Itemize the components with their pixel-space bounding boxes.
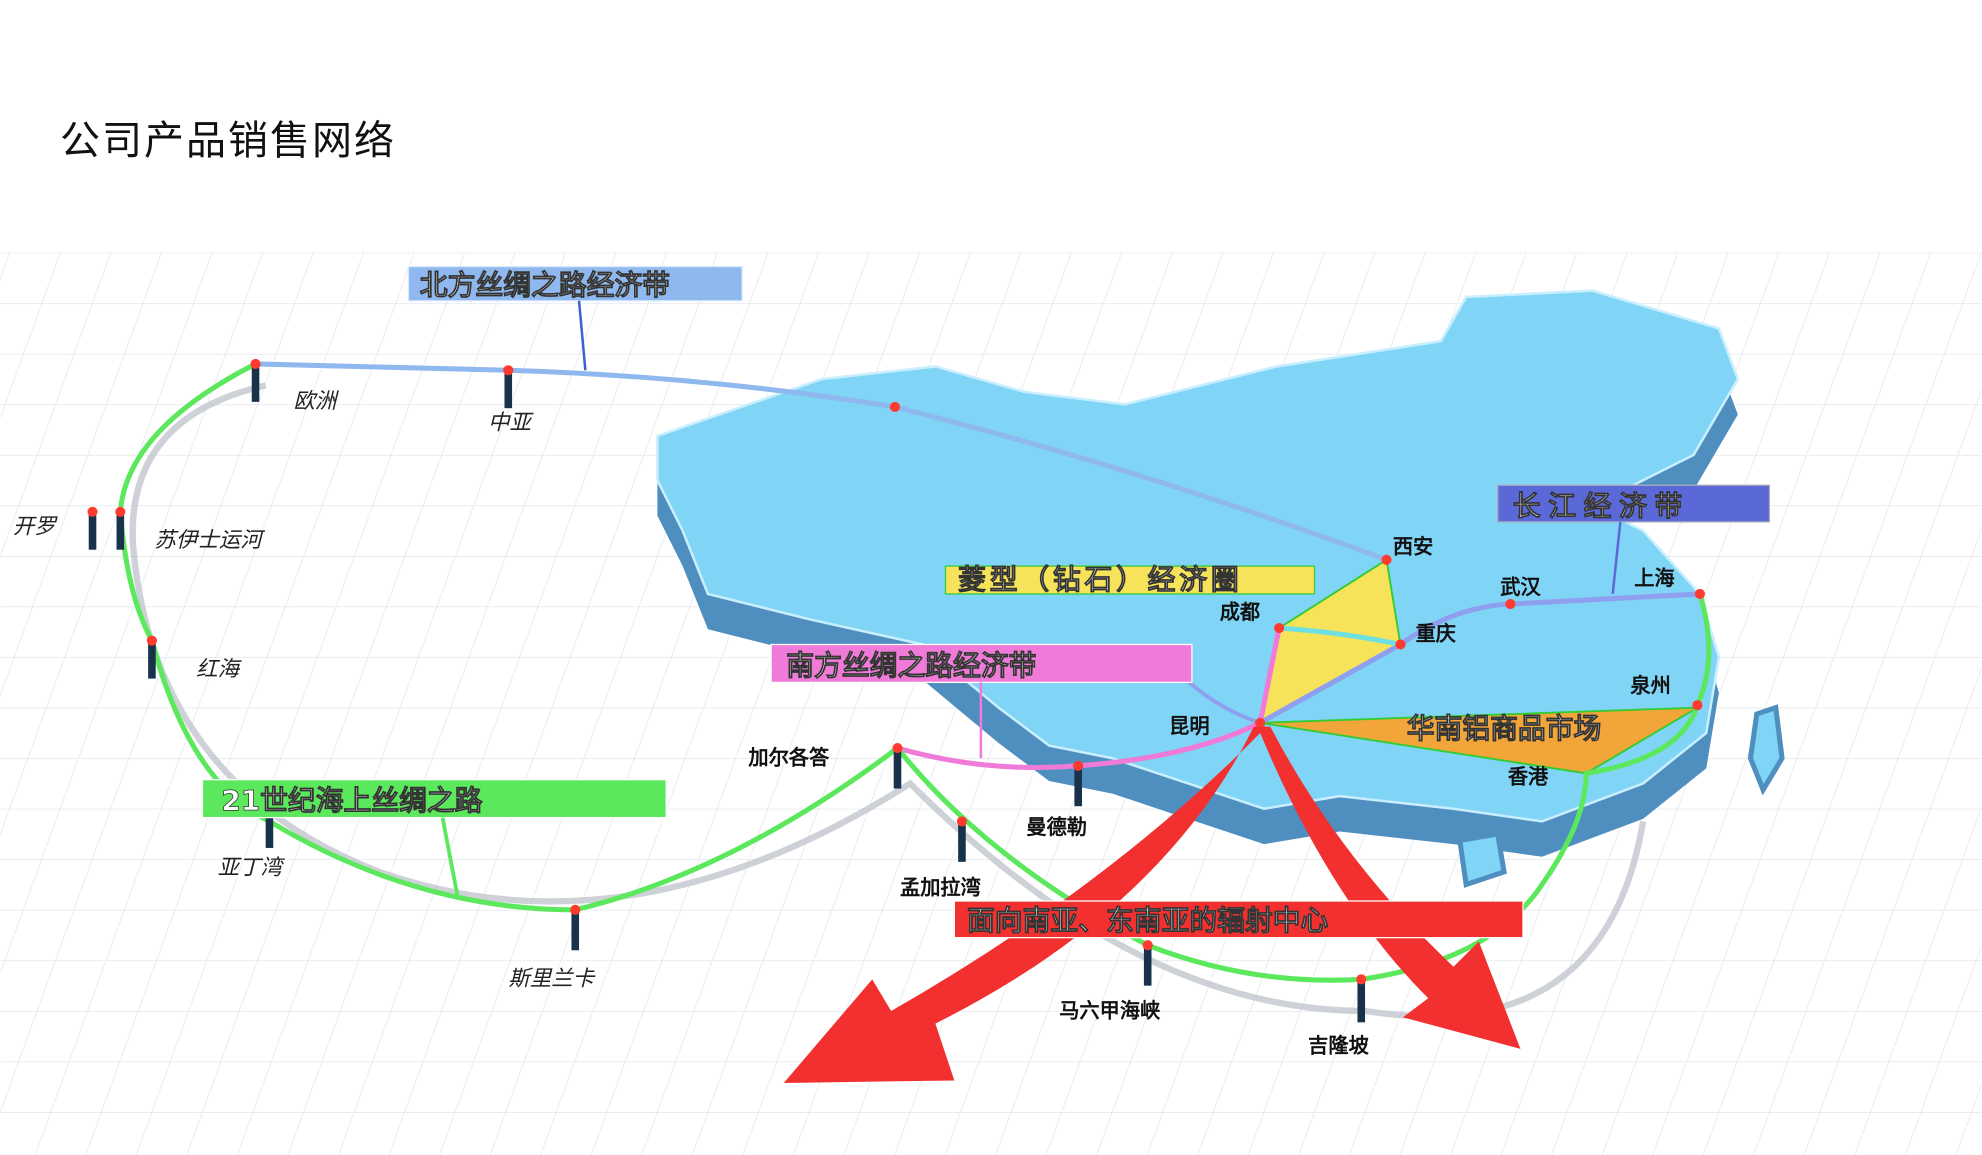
label-malacca: 马六甲海峡 xyxy=(1059,998,1161,1022)
svg-text:长江经济带: 长江经济带 xyxy=(1513,490,1690,523)
hub-arrow-southeast xyxy=(1257,726,1521,1049)
label-quanzhou: 泉州 xyxy=(1629,673,1670,697)
band-aluminum: 华南铝商品市场 xyxy=(1407,712,1602,745)
label-sri-lanka: 斯里兰卡 xyxy=(508,967,595,992)
pin-malacca xyxy=(1142,940,1153,986)
svg-text:面向南亚、东南亚的辐射中心: 面向南亚、东南亚的辐射中心 xyxy=(967,904,1329,937)
pin-sri-lanka xyxy=(570,904,581,951)
pin-aden xyxy=(265,815,274,848)
pin-kuala-lumpur xyxy=(1356,974,1367,1023)
label-kolkata: 加尔各答 xyxy=(747,746,830,770)
label-kunming: 昆明 xyxy=(1169,714,1209,738)
south-china-aluminum-market xyxy=(1260,706,1698,775)
pin-suez xyxy=(115,506,126,550)
pin-bengal xyxy=(956,816,967,862)
band-yangtze: 长江经济带 xyxy=(1497,484,1771,595)
pin-central-asia xyxy=(503,365,514,409)
label-mandalay: 曼德勒 xyxy=(1026,815,1087,839)
kunming-chengdu-link xyxy=(1278,625,1401,647)
pin-europe xyxy=(250,358,261,402)
label-suez: 苏伊士运河 xyxy=(154,528,265,553)
label-xian: 西安 xyxy=(1393,534,1433,558)
svg-text:21世纪海上丝绸之路: 21世纪海上丝绸之路 xyxy=(221,784,482,817)
pin-red-sea xyxy=(146,635,157,679)
band-hub: 面向南亚、东南亚的辐射中心 xyxy=(953,900,1524,939)
label-kuala-lumpur: 吉隆坡 xyxy=(1308,1034,1369,1058)
band-diamond: 菱型（钻石）经济圈 xyxy=(944,562,1316,596)
band-maritime: 21世纪海上丝绸之路 xyxy=(201,779,667,898)
label-central-asia: 中亚 xyxy=(488,411,534,436)
label-chengdu: 成都 xyxy=(1220,600,1260,624)
pin-kolkata xyxy=(892,743,903,789)
hub-arrow-southwest xyxy=(783,726,1267,1083)
band-south: 南方丝绸之路经济带 xyxy=(770,643,1193,759)
location-pins xyxy=(87,358,1705,1023)
page-title: 公司产品销售网络 xyxy=(60,118,396,164)
label-bengal: 孟加拉湾 xyxy=(900,876,981,900)
label-red-sea: 红海 xyxy=(196,657,242,682)
hainan xyxy=(1456,831,1507,888)
band-north: 北方丝绸之路经济带 xyxy=(407,266,743,371)
taiwan xyxy=(1747,704,1785,796)
label-chongqing: 重庆 xyxy=(1416,622,1457,646)
label-aden: 亚丁湾 xyxy=(218,855,286,880)
pin-mandalay xyxy=(1073,760,1084,807)
pin-cairo xyxy=(87,506,98,550)
svg-text:北方丝绸之路经济带: 北方丝绸之路经济带 xyxy=(420,268,670,301)
label-hong-kong: 香港 xyxy=(1507,764,1549,788)
label-cairo: 开罗 xyxy=(13,514,58,539)
yangtze-route xyxy=(1258,591,1701,726)
svg-text:菱型（钻石）经济圈: 菱型（钻石）经济圈 xyxy=(958,563,1242,596)
label-wuhan: 武汉 xyxy=(1500,575,1541,599)
svg-text:南方丝绸之路经济带: 南方丝绸之路经济带 xyxy=(786,649,1036,682)
label-shanghai: 上海 xyxy=(1634,566,1674,590)
label-europe: 欧洲 xyxy=(293,389,339,414)
